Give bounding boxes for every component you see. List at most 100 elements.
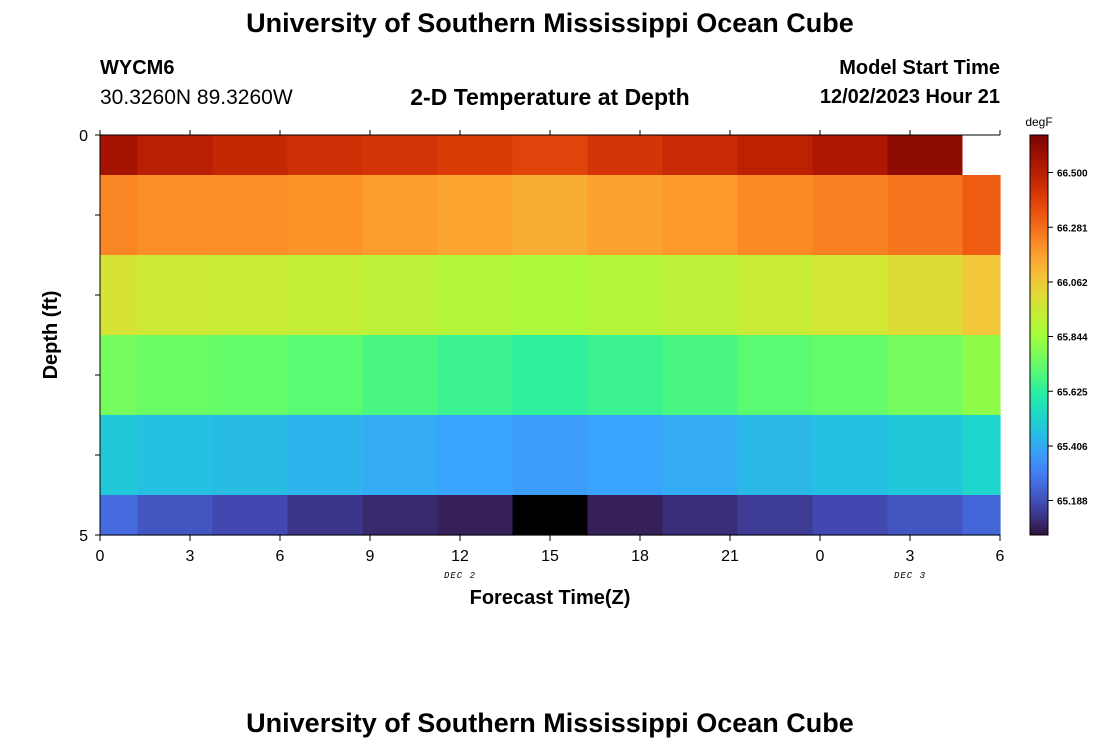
- colorbar-unit-label: degF: [1025, 115, 1052, 129]
- heatmap-cell: [137, 135, 214, 176]
- heatmap-cell: [212, 415, 289, 496]
- model-start-label: Model Start Time: [839, 57, 1000, 79]
- heatmap-cell: [362, 135, 439, 176]
- colorbar-tick-label: 65.844: [1057, 333, 1088, 344]
- date-label: DEC 2: [444, 571, 476, 581]
- x-tick-label: 3: [906, 548, 915, 565]
- heatmap-cell: [437, 135, 514, 176]
- x-tick-label: 12: [451, 548, 469, 565]
- heatmap-cell: [737, 255, 814, 336]
- heatmap-cell: [137, 175, 214, 256]
- model-start-value: 12/02/2023 Hour 21: [819, 86, 1000, 108]
- heatmap-cell: [662, 415, 739, 496]
- x-tick-label: 9: [366, 548, 375, 565]
- heatmap-cell: [962, 175, 1001, 256]
- x-tick-label: 0: [816, 548, 825, 565]
- x-tick-label: 3: [186, 548, 195, 565]
- colorbar-tick-label: 65.188: [1057, 497, 1088, 508]
- heatmap-cell: [662, 135, 739, 176]
- heatmap-cell: [512, 135, 589, 176]
- heatmap-cell: [100, 415, 139, 496]
- heatmap-cell: [587, 255, 664, 336]
- heatmap-cell: [587, 415, 664, 496]
- y-tick-label: 0: [79, 128, 88, 145]
- heatmap-cell: [100, 335, 139, 416]
- heatmap-cell: [962, 135, 1001, 176]
- colorbar-tick-label: 65.625: [1057, 387, 1088, 398]
- heatmap-cell: [287, 415, 364, 496]
- y-tick-label: 5: [79, 528, 88, 545]
- heatmap-cell: [887, 415, 964, 496]
- heatmap-cell: [962, 415, 1001, 496]
- station-coordinates: 30.3260N 89.3260W: [100, 86, 293, 109]
- heatmap-cell: [437, 335, 514, 416]
- heatmap-cell: [287, 255, 364, 336]
- heatmap-cell: [587, 135, 664, 176]
- heatmap-cell: [212, 175, 289, 256]
- heatmap-cell: [887, 135, 964, 176]
- heatmap-cell: [812, 335, 889, 416]
- heatmap-cell: [662, 335, 739, 416]
- footer-title: University of Southern Mississippi Ocean…: [246, 708, 854, 738]
- colorbar-tick-label: 65.406: [1057, 442, 1088, 453]
- heatmap-cell: [512, 415, 589, 496]
- heatmap-cell: [212, 135, 289, 176]
- heatmap-cell: [212, 495, 289, 536]
- heatmap-cell: [212, 255, 289, 336]
- heatmap-cell: [362, 175, 439, 256]
- page-title: University of Southern Mississippi Ocean…: [246, 8, 854, 38]
- heatmap-cell: [100, 175, 139, 256]
- x-tick-label: 15: [541, 548, 559, 565]
- heatmap-cell: [287, 135, 364, 176]
- x-tick-label: 0: [96, 548, 105, 565]
- heatmap-cell: [287, 495, 364, 536]
- heatmap-cell: [662, 255, 739, 336]
- heatmap-cell: [887, 255, 964, 336]
- heatmap-cell: [362, 335, 439, 416]
- heatmap-cell: [100, 135, 139, 176]
- heatmap-cell: [737, 175, 814, 256]
- heatmap-cell: [137, 415, 214, 496]
- heatmap-cell: [362, 255, 439, 336]
- heatmap-cell: [887, 175, 964, 256]
- heatmap-cell: [512, 495, 589, 536]
- heatmap-cell: [512, 175, 589, 256]
- heatmap-cell: [962, 495, 1001, 536]
- heatmap-cell: [662, 495, 739, 536]
- heatmap-cell: [587, 335, 664, 416]
- heatmap-cell: [587, 175, 664, 256]
- heatmap-cell: [137, 255, 214, 336]
- plot-title: 2-D Temperature at Depth: [410, 84, 690, 110]
- heatmap-cell: [962, 255, 1001, 336]
- heatmap-cell: [887, 495, 964, 536]
- heatmap-cell: [287, 335, 364, 416]
- heatmap-cell: [737, 135, 814, 176]
- heatmap-cell: [512, 255, 589, 336]
- heatmap-cell: [512, 335, 589, 416]
- heatmap-cell: [437, 495, 514, 536]
- heatmap-cell: [137, 495, 214, 536]
- heatmap-cell: [887, 335, 964, 416]
- heatmap-cells: [100, 135, 1001, 536]
- heatmap-cell: [737, 335, 814, 416]
- heatmap-cell: [137, 335, 214, 416]
- colorbar-tick-label: 66.500: [1057, 169, 1088, 180]
- heatmap-cell: [812, 135, 889, 176]
- heatmap-cell: [962, 335, 1001, 416]
- heatmap-cell: [437, 175, 514, 256]
- x-tick-label: 6: [276, 548, 285, 565]
- station-id: WYCM6: [100, 57, 175, 79]
- x-tick-label: 18: [631, 548, 649, 565]
- heatmap-cell: [737, 495, 814, 536]
- heatmap-cell: [212, 335, 289, 416]
- heatmap-cell: [812, 175, 889, 256]
- colorbar-tick-label: 66.062: [1057, 278, 1088, 289]
- heatmap-cell: [437, 255, 514, 336]
- heatmap-cell: [587, 495, 664, 536]
- heatmap-cell: [100, 255, 139, 336]
- x-tick-label: 6: [996, 548, 1005, 565]
- date-label: DEC 3: [894, 571, 926, 581]
- heatmap-cell: [437, 415, 514, 496]
- heatmap-cell: [737, 415, 814, 496]
